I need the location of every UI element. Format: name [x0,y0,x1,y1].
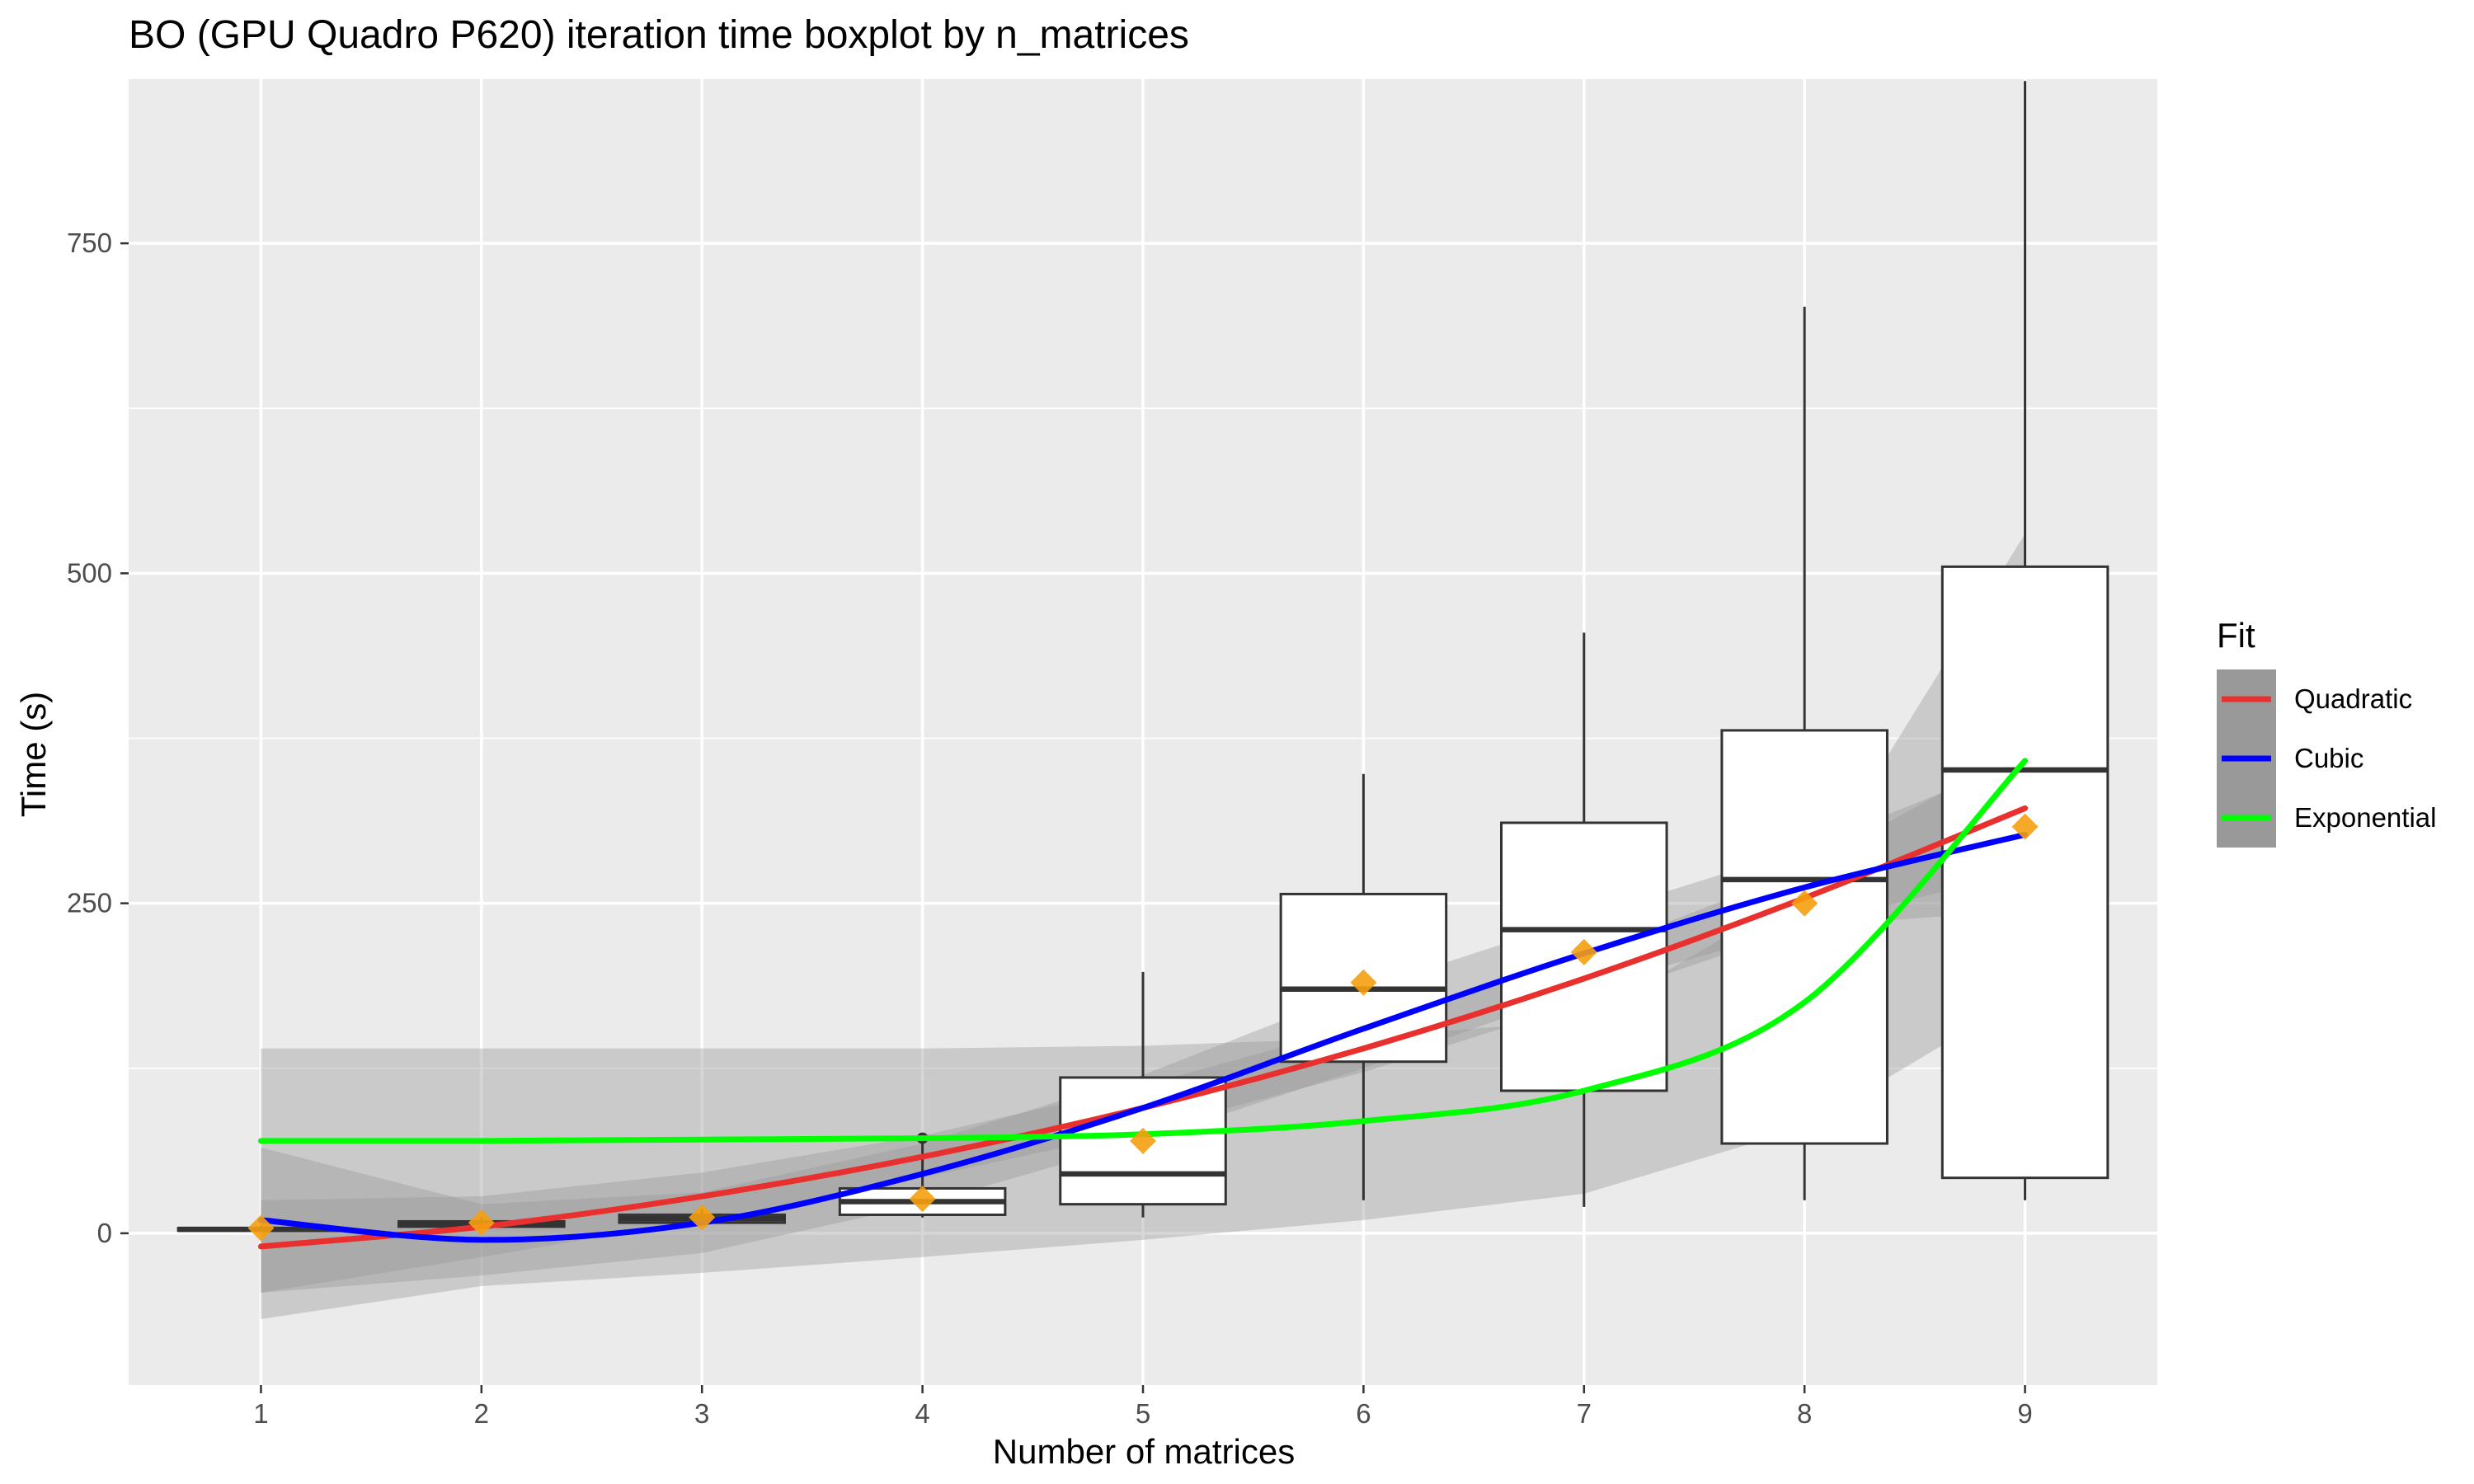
fit-lines [257,758,2029,1250]
mean-marker [1791,890,1818,917]
box-x8 [1720,306,1888,1200]
y-axis-title: Time (s) [14,692,53,817]
x-tick-label: 5 [1136,1398,1150,1429]
box-x9 [1940,81,2109,1200]
x-tick-label: 2 [474,1398,489,1429]
axes: 0 250 500 750 1 2 3 4 5 6 7 8 9 [67,228,2033,1429]
x-axis-title: Number of matrices [993,1432,1295,1471]
y-tick-label: 500 [67,557,112,588]
chart-title: BO (GPU Quadro P620) iteration time boxp… [129,13,1189,57]
mean-markers [247,813,2039,1242]
mean-marker [1350,969,1377,996]
x-tick-label: 7 [1577,1398,1592,1429]
mean-marker [2011,813,2039,840]
mean-marker [1570,938,1597,965]
y-tick-label: 750 [67,228,112,258]
y-tick-label: 0 [97,1218,112,1248]
mean-marker [689,1204,716,1231]
legend-label-cubic: Cubic [2294,743,2363,773]
x-tick-label: 8 [1797,1398,1812,1429]
x-tick-label: 1 [253,1398,268,1429]
box-iqr [1940,565,2109,1180]
legend-label-quadratic: Quadratic [2294,683,2412,714]
legend-title: Fit [2217,616,2255,655]
mean-marker [1130,1127,1156,1154]
mean-marker [468,1209,495,1237]
x-tick-label: 4 [915,1398,929,1429]
mean-marker [247,1214,275,1242]
x-tick-label: 3 [694,1398,709,1429]
x-tick-label: 6 [1356,1398,1371,1429]
mean-marker [909,1186,936,1213]
fit-line-cubic [257,831,2029,1243]
box-iqr [1720,729,1888,1145]
y-tick-label: 250 [67,888,112,918]
legend-label-exponential: Exponential [2294,802,2436,833]
fit-line-exponential [257,758,2029,1144]
x-tick-label: 9 [2017,1398,2032,1429]
legend: Fit Quadratic Cubic Exponential [2217,616,2436,848]
